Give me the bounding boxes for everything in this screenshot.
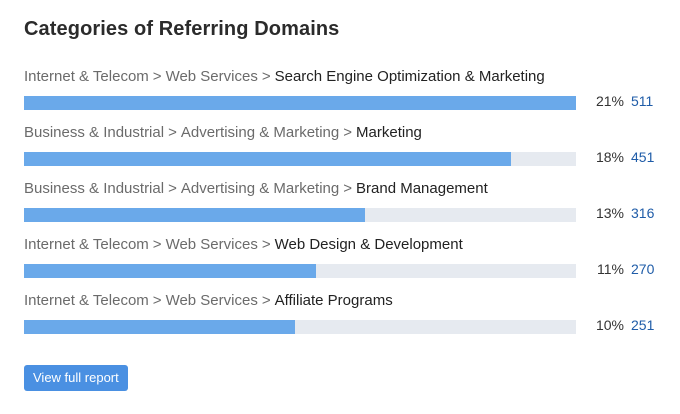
category-bar-fill xyxy=(24,264,316,278)
category-count-link[interactable]: 511 xyxy=(631,93,654,109)
category-breadcrumb: Business & Industrial > Advertising & Mark… xyxy=(24,180,488,198)
breadcrumb-separator: > xyxy=(152,292,162,309)
category-percent: 21% xyxy=(595,93,624,109)
breadcrumb-separator: > xyxy=(261,68,271,85)
category-name: Affiliate Programs xyxy=(274,292,393,309)
category-name: Marketing xyxy=(356,124,422,141)
category-percent: 11% xyxy=(597,261,624,277)
category-count-link[interactable]: 316 xyxy=(631,205,655,221)
category-bar-fill xyxy=(24,320,296,334)
breadcrumb-separator: > xyxy=(343,124,353,141)
category-bar-track xyxy=(24,208,576,222)
category-level-2: Web Services xyxy=(165,68,258,85)
category-level-2: Web Services xyxy=(165,292,258,309)
breadcrumb-separator: > xyxy=(343,180,353,197)
category-count-link[interactable]: 251 xyxy=(631,317,655,333)
breadcrumb-separator: > xyxy=(261,292,271,309)
category-percent: 18% xyxy=(595,149,624,165)
category-breadcrumb: Business & Industrial > Advertising & Mark… xyxy=(24,124,422,142)
breadcrumb-separator: > xyxy=(168,180,177,197)
breadcrumb-separator: > xyxy=(261,236,271,253)
view-full-report-button[interactable]: View full report xyxy=(24,365,128,391)
category-percent: 10% xyxy=(595,317,624,333)
category-row: Internet & Telecom > Web Services > Search E… xyxy=(24,68,664,118)
category-breadcrumb: Internet & Telecom > Web Services > Search E… xyxy=(24,68,545,86)
category-level-2: Advertising & Marketing xyxy=(180,124,340,141)
category-count-link[interactable]: 451 xyxy=(631,149,655,165)
category-name: Search Engine Optimization & Marketing xyxy=(274,68,545,85)
category-row: Internet & Telecom > Web Services > Web Desi… xyxy=(24,236,664,286)
category-level-1: Internet & Telecom xyxy=(24,236,149,253)
category-row: Internet & Telecom > Web Services > Affiliat… xyxy=(24,292,664,342)
widget-title: Categories of Referring Domains xyxy=(24,18,340,40)
category-level-2: Advertising & Marketing xyxy=(180,180,340,197)
category-bar-fill xyxy=(24,208,366,222)
category-bar-track xyxy=(24,264,576,278)
category-row: Business & Industrial > Advertising & Mark… xyxy=(24,124,664,174)
category-row: Business & Industrial > Advertising & Mark… xyxy=(24,180,664,230)
category-level-1: Business & Industrial xyxy=(24,124,165,141)
category-level-2: Web Services xyxy=(165,236,258,253)
category-level-1: Internet & Telecom xyxy=(24,68,149,85)
breadcrumb-separator: > xyxy=(152,68,162,85)
breadcrumb-separator: > xyxy=(152,236,162,253)
category-level-1: Internet & Telecom xyxy=(24,292,149,309)
category-bar-fill xyxy=(24,96,576,110)
category-level-1: Business & Industrial xyxy=(24,180,165,197)
category-breadcrumb: Internet & Telecom > Web Services > Affiliat… xyxy=(24,292,393,310)
category-name: Brand Management xyxy=(356,180,488,197)
category-percent: 13% xyxy=(595,205,624,221)
category-breadcrumb: Internet & Telecom > Web Services > Web Desi… xyxy=(24,236,463,254)
category-bar-track xyxy=(24,96,576,110)
category-bar-track xyxy=(24,152,576,166)
category-bar-track xyxy=(24,320,576,334)
breadcrumb-separator: > xyxy=(168,124,177,141)
category-bar-fill xyxy=(24,152,512,166)
category-count-link[interactable]: 270 xyxy=(631,261,655,277)
category-name: Web Design & Development xyxy=(274,236,463,253)
